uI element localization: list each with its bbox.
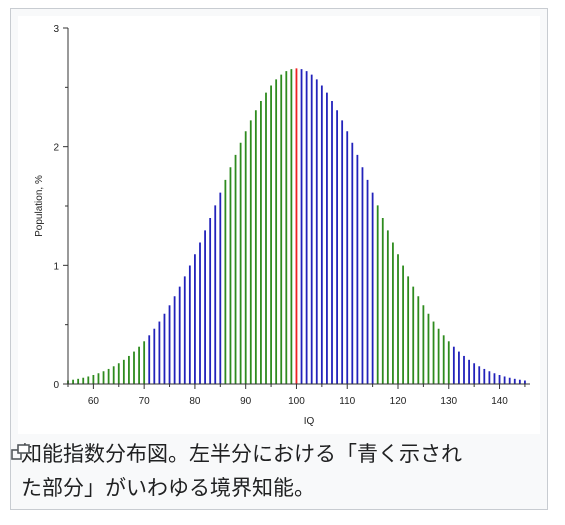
x-tick-label-80: 80 <box>189 396 201 407</box>
y-tick-label-1: 1 <box>53 261 59 272</box>
iq-distribution-chart: 0 1 2 3 60 70 80 90 100 110 120 130 140 IQ Population,… <box>34 24 530 427</box>
x-tick-label-120: 120 <box>390 396 407 407</box>
x-tick-label-140: 140 <box>491 396 508 407</box>
figure-caption: 知能指数分布図。左半分における「青く示された部分」がいわゆる境界知能。 <box>21 442 462 500</box>
y-tick-label-3: 3 <box>53 24 59 35</box>
figure-frame: 0 1 2 3 60 70 80 90 100 110 120 130 140 IQ Population,… <box>10 8 548 510</box>
y-tick-label-2: 2 <box>53 143 59 154</box>
y-tick-label-0: 0 <box>53 380 59 391</box>
x-tick-label-70: 70 <box>139 396 151 407</box>
y-axis-label: Population, % <box>34 175 45 237</box>
chart-area: 0 1 2 3 60 70 80 90 100 110 120 130 140 IQ Population,… <box>18 16 540 434</box>
x-tick-label-100: 100 <box>288 396 305 407</box>
enlarge-icon[interactable] <box>11 443 31 461</box>
x-tick-label-110: 110 <box>339 396 355 407</box>
x-tick-label-90: 90 <box>240 396 252 407</box>
x-axis-label: IQ <box>304 416 315 427</box>
x-tick-label-130: 130 <box>440 396 457 407</box>
x-tick-label-60: 60 <box>88 396 100 407</box>
